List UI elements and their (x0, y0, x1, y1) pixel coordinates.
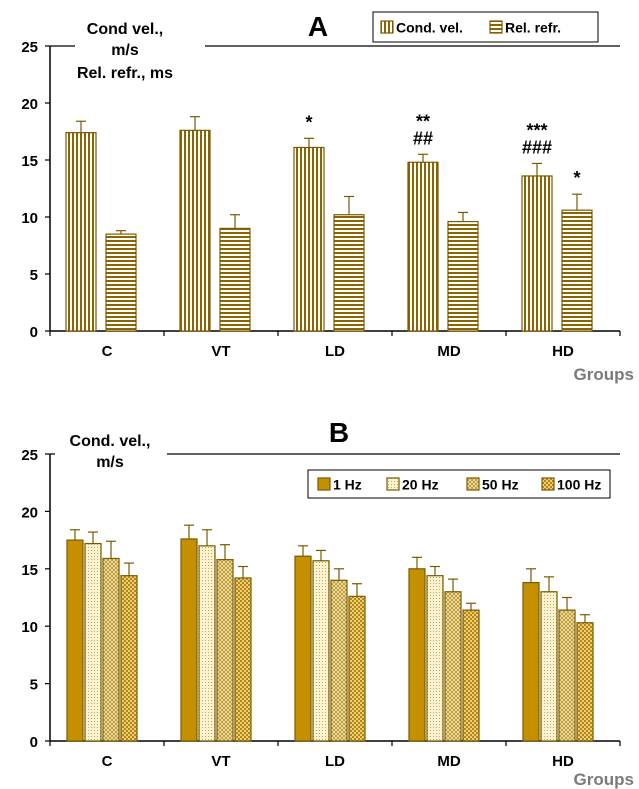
significance-annotation: *** ### (522, 120, 552, 157)
legend-label: Rel. refr. (505, 20, 561, 36)
bar-B-20-hz (426, 575, 444, 742)
bar-B-20-hz (540, 591, 558, 742)
significance-line: *** (526, 120, 547, 140)
significance-line: ## (413, 128, 433, 148)
legend-swatch (380, 20, 394, 34)
legend-swatch (466, 477, 480, 491)
y-axis-title: Cond. vel., (70, 433, 151, 450)
bar-B-1-hz (66, 539, 84, 742)
legend-label: 1 Hz (333, 477, 362, 493)
bar-A-rel-refr- (219, 227, 251, 332)
y-tick-label: 5 (30, 267, 38, 284)
significance-line: * (305, 112, 312, 132)
y-axis-title: Cond vel., (87, 21, 163, 38)
legend-label: 100 Hz (557, 477, 601, 493)
panel-label-background (321, 416, 357, 448)
bar-A-rel-refr- (333, 214, 365, 332)
panel-label: B (329, 417, 349, 448)
bar-B-100-hz (462, 609, 480, 742)
bar-B-20-hz (198, 545, 216, 742)
panel-label: A (308, 11, 328, 42)
chart-panel-B: 0 5 10 15 20 25 C VT LD MD HD Cond. vel., m/s B 1 Hz 20… (21, 416, 634, 789)
x-axis-title: Groups (574, 365, 634, 384)
significance-annotation: * (573, 168, 580, 188)
x-tick-label: C (102, 343, 113, 360)
y-tick-label: 25 (21, 447, 38, 464)
bar-B-1-hz (522, 581, 540, 742)
bar-A-cond-vel- (293, 146, 325, 332)
y-axis-title: m/s (96, 454, 124, 471)
legend-label: 20 Hz (402, 477, 439, 493)
bar-A-rel-refr- (105, 233, 137, 332)
bar-A-cond-vel- (521, 175, 553, 332)
bar-B-100-hz (576, 622, 594, 742)
title-background (75, 14, 205, 86)
y-tick-label: 10 (21, 619, 38, 636)
bar-B-50-hz (330, 579, 348, 742)
y-axis-title: Rel. refr., ms (77, 65, 173, 82)
bar-A-cond-vel- (179, 129, 211, 332)
title-background (55, 430, 167, 470)
legend-swatch (317, 477, 331, 491)
bar-A-cond-vel- (407, 161, 439, 332)
x-tick-label: VT (211, 343, 230, 360)
bar-B-20-hz (84, 542, 102, 742)
y-tick-label: 25 (21, 39, 38, 56)
significance-line: ** (416, 111, 430, 131)
significance-annotation: * (305, 112, 312, 132)
significance-annotation: ** ## (413, 111, 433, 148)
x-tick-label: LD (325, 343, 345, 360)
significance-line: * (573, 168, 580, 188)
bar-A-rel-refr- (561, 209, 593, 332)
y-tick-label: 10 (21, 210, 38, 227)
bar-B-50-hz (216, 559, 234, 742)
x-tick-label: C (102, 753, 113, 770)
y-tick-label: 20 (21, 504, 38, 521)
y-tick-label: 15 (21, 562, 38, 579)
x-tick-label: VT (211, 753, 230, 770)
bar-B-100-hz (120, 575, 138, 742)
bar-B-50-hz (102, 557, 120, 742)
legend-swatch (489, 20, 503, 34)
x-tick-label: HD (552, 753, 574, 770)
legend-swatch (386, 477, 400, 491)
legend-swatch (541, 477, 555, 491)
legend-label: Cond. vel. (396, 20, 463, 36)
bar-B-1-hz (294, 555, 312, 742)
significance-line: ### (522, 137, 552, 157)
legend-label: 50 Hz (482, 477, 519, 493)
bar-B-50-hz (444, 591, 462, 742)
bar-B-1-hz (180, 538, 198, 742)
y-tick-label: 0 (30, 734, 38, 751)
panel-label-background (300, 10, 336, 42)
legend-box (307, 469, 611, 499)
bar-A-cond-vel- (65, 132, 97, 332)
bar-B-20-hz (312, 560, 330, 742)
legend-box (372, 11, 599, 43)
bar-B-1-hz (408, 568, 426, 742)
x-tick-label: MD (437, 343, 460, 360)
y-tick-label: 5 (30, 677, 38, 694)
bar-A-rel-refr- (447, 220, 479, 332)
x-axis-title: Groups (574, 770, 634, 789)
y-tick-label: 20 (21, 96, 38, 113)
x-tick-label: HD (552, 343, 574, 360)
bar-B-100-hz (234, 577, 252, 742)
x-tick-label: MD (437, 753, 460, 770)
y-axis-title: m/s (111, 42, 139, 59)
y-tick-label: 0 (30, 324, 38, 341)
bar-B-100-hz (348, 595, 366, 742)
y-tick-label: 15 (21, 153, 38, 170)
bar-B-50-hz (558, 609, 576, 742)
x-tick-label: LD (325, 753, 345, 770)
